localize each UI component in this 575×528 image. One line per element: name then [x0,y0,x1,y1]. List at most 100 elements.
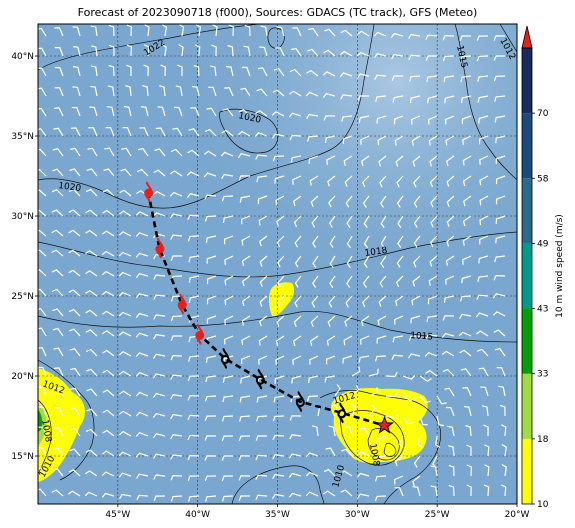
wind-barb [478,367,489,377]
wind-barb [70,407,81,417]
wind-barb [442,315,455,321]
wind-barb [106,106,115,117]
wind-barb [68,490,81,497]
wind-barb [306,395,319,402]
tropical-storm-symbol [337,402,347,424]
wind-barb [288,472,302,478]
wind-barb [195,24,202,37]
wind-barb [170,374,183,380]
wind-barb [494,115,506,123]
wind-barb [103,168,115,177]
wind-barb [170,148,183,157]
wind-barb [187,414,200,421]
wind-barb [228,24,235,37]
wind-barb [391,75,403,81]
wind-barb [346,235,353,249]
wind-barb [345,295,353,308]
wind-barb [413,455,421,468]
wind-barb [325,447,336,457]
colorbar-segment [522,113,532,179]
wind-barb [135,431,149,437]
wind-barb [323,490,336,497]
wind-barb [458,331,472,337]
wind-barb [326,355,336,365]
wind-barb [135,312,149,319]
colorbar-segment [522,178,532,244]
wind-barb [359,427,370,437]
wind-barb [309,175,319,186]
wind-barb [396,175,404,188]
wind-barb [361,295,370,308]
wind-barb [412,475,421,487]
wind-barb [356,51,370,57]
hurricane-symbol-core [179,302,186,308]
wind-barb [242,275,251,287]
wind-barb [68,289,81,297]
wind-barb [257,67,268,77]
wind-barb [68,308,81,317]
wind-barb [276,235,285,248]
wind-barb [402,395,415,402]
lat-tick-label: 30°N [11,212,34,222]
wind-barb [306,69,319,77]
wind-barb [427,95,438,104]
wind-barb [448,445,455,457]
wind-barb [329,255,336,269]
wind-barb [193,64,200,77]
wind-barb [68,229,81,237]
wind-barb [38,288,47,297]
wind-barb [430,195,438,208]
wind-barb [194,44,201,57]
wind-barb [86,368,98,377]
wind-barb [255,454,268,461]
wind-barb [271,111,285,117]
wind-barb [340,29,353,37]
wind-barb [38,386,47,397]
wind-barb [429,235,438,248]
wind-barb [493,329,506,337]
current-position-marker [375,415,395,434]
wind-barb [462,255,472,265]
wind-barb [412,155,421,167]
wind-barb [462,387,472,397]
wind-barb [177,64,183,76]
wind-barb [243,45,251,57]
isobar-label: 1015 [454,45,469,69]
wind-barb [466,444,472,456]
wind-barb [408,335,421,342]
wind-barb [135,371,149,377]
wind-barb [311,425,319,437]
wind-barb [206,107,217,117]
wind-barb [118,231,132,237]
wind-barb [328,195,336,208]
wind-barb [379,275,387,288]
wind-barb [135,452,149,458]
wind-barb [463,195,472,207]
wind-barb [153,294,166,300]
wind-barb [276,215,285,227]
wind-barb [135,411,149,417]
wind-barb [259,46,268,57]
wind-barb [377,315,387,326]
wind-barb [51,288,64,297]
wind-barb [308,27,319,37]
wind-barb [380,255,387,268]
wind-barb [308,375,319,384]
hurricane-symbol [155,237,165,259]
wind-barb [426,315,438,323]
wind-barb [187,434,200,441]
wind-barb [293,315,302,328]
wind-barb [237,153,251,159]
wind-barb [289,134,302,141]
wind-barb [412,486,421,497]
wind-barb [204,194,217,200]
wind-barb [244,24,251,37]
wind-barb [85,229,98,237]
wind-barb [393,115,404,125]
wind-barb [361,155,370,167]
wind-barb [476,35,489,41]
tropical-storm-symbol [255,368,265,390]
wind-barb [362,275,370,288]
wind-barb [222,108,234,117]
wind-barb [495,235,506,244]
